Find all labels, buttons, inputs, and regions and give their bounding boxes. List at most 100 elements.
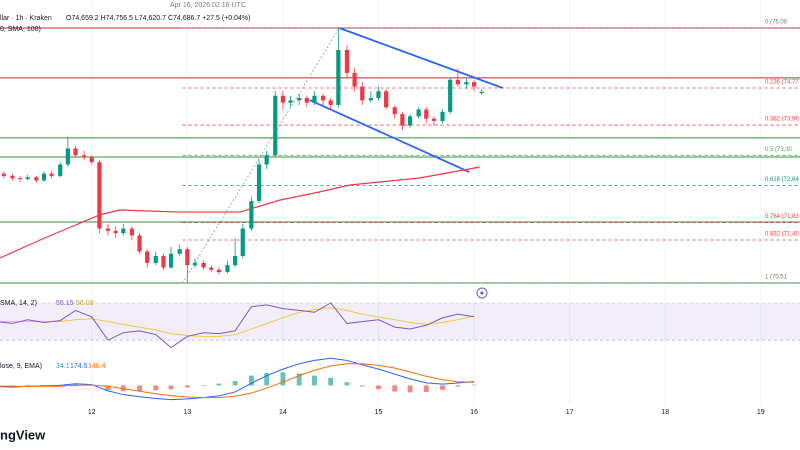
fib-label: 0 (76,08 xyxy=(765,20,788,26)
candle-body xyxy=(368,98,373,101)
macd-histogram-bar xyxy=(296,373,302,386)
candle-body xyxy=(280,95,286,103)
fib-label: 1 (70,51 xyxy=(765,275,788,281)
candle-body xyxy=(10,175,15,179)
candle-body xyxy=(145,251,150,263)
candle-body xyxy=(471,82,477,87)
candle-body xyxy=(400,114,405,126)
ohlc-info: O74,659.2 H74,756.5 L74,620.7 C74,686.7 … xyxy=(66,15,250,22)
macd-histogram-bar xyxy=(344,382,350,386)
candle-body xyxy=(25,177,30,180)
candle-body xyxy=(256,164,262,202)
candle-body xyxy=(97,162,102,229)
candle-body xyxy=(424,109,429,119)
macd-histogram-bar xyxy=(232,381,238,386)
sma-line xyxy=(0,166,480,259)
rsi-band xyxy=(0,303,800,341)
candle-body xyxy=(209,267,214,270)
candle-body xyxy=(273,95,278,156)
macd-histogram-bar xyxy=(73,383,78,386)
candle-body xyxy=(1,173,6,176)
macd-histogram-bar xyxy=(423,385,429,392)
macd-value: 174.5 xyxy=(70,363,88,370)
brand-logo: ngView xyxy=(0,427,46,442)
macd-histogram-bar xyxy=(201,385,207,386)
candle-body xyxy=(17,178,23,180)
candle-body xyxy=(168,253,174,268)
macd-histogram-bar xyxy=(376,385,381,390)
candle-body xyxy=(407,116,413,126)
x-tick-label: 15 xyxy=(375,409,383,416)
rsi-ma-line xyxy=(0,307,475,337)
fib-label: 0.764 (71,83 xyxy=(765,214,799,220)
fib-label: 0.5 (73,30 xyxy=(765,147,793,153)
macd-histogram-bar xyxy=(105,385,111,390)
x-tick-label: 12 xyxy=(88,409,96,416)
candle-body xyxy=(297,98,302,101)
candle-body xyxy=(34,177,39,181)
candle-body xyxy=(455,79,460,85)
candle-body xyxy=(360,86,365,101)
candle-body xyxy=(392,107,397,115)
candle-body xyxy=(137,235,142,252)
macd-histogram-bar xyxy=(471,384,477,386)
candle-body xyxy=(233,256,238,266)
candle-body xyxy=(82,155,87,158)
signal-line xyxy=(0,363,475,399)
signal-value: 140.4 xyxy=(88,363,106,370)
rsi-label: SMA, 14, 2) xyxy=(0,300,37,307)
x-tick-label: 19 xyxy=(757,409,765,416)
rsi-ma-value: 56.03 xyxy=(76,300,94,307)
candle-body xyxy=(49,173,54,176)
candle-body xyxy=(264,155,269,165)
macd-histogram-bar xyxy=(184,385,190,388)
candle-body xyxy=(384,91,389,108)
rsi-line xyxy=(0,302,475,349)
x-tick-label: 16 xyxy=(470,409,478,416)
macd-histogram-bar xyxy=(248,375,254,386)
macd-histogram-bar xyxy=(359,385,365,387)
rsi-value: 55.15 xyxy=(56,300,74,307)
candle-body xyxy=(201,262,206,268)
macd-histogram-bar xyxy=(264,373,270,386)
x-tick-label: 18 xyxy=(661,409,669,416)
candle-body xyxy=(344,49,350,73)
candle-body xyxy=(225,265,230,273)
published-date: Apr 16, 2026 02:16 UTC xyxy=(170,2,246,9)
trendline xyxy=(309,99,470,173)
candle-body xyxy=(58,164,63,176)
macd-histogram-bar xyxy=(25,385,31,386)
candle-body xyxy=(41,173,47,181)
candle-body xyxy=(376,91,381,99)
fib-label: 0.382 (73,96 xyxy=(765,117,799,123)
macd-histogram-bar xyxy=(312,375,317,386)
candle-body xyxy=(464,82,469,85)
macd-label: lose, 9, EMA) xyxy=(0,363,42,370)
macd-histogram-bar xyxy=(280,372,286,386)
candle-body xyxy=(161,256,166,268)
macd-histogram-bar xyxy=(137,385,142,391)
macd-histogram-bar xyxy=(407,385,413,393)
candle-body xyxy=(185,249,190,266)
candle-body xyxy=(352,72,357,87)
trendline xyxy=(338,27,504,89)
fib-label: 0.618 (72,64 xyxy=(765,177,799,183)
background-layer xyxy=(0,0,800,405)
candle-body xyxy=(336,49,341,105)
alert-icon-dot xyxy=(480,291,484,295)
candle-body xyxy=(240,228,245,257)
candle-body xyxy=(249,201,254,229)
candle-body xyxy=(113,230,118,234)
candle-body xyxy=(192,262,198,266)
candle-body xyxy=(328,100,333,105)
text-layer: Apr 16, 2026 02:16 UTC llar · 1h · Krake… xyxy=(0,2,799,443)
trendline xyxy=(182,27,340,284)
candle-body xyxy=(89,157,94,163)
candle-body xyxy=(73,148,78,156)
macd-histogram-bar xyxy=(440,385,445,390)
candle-body xyxy=(65,148,70,165)
x-tick-label: 13 xyxy=(183,409,191,416)
fib-label: 0.832 (71,45 xyxy=(765,232,799,238)
